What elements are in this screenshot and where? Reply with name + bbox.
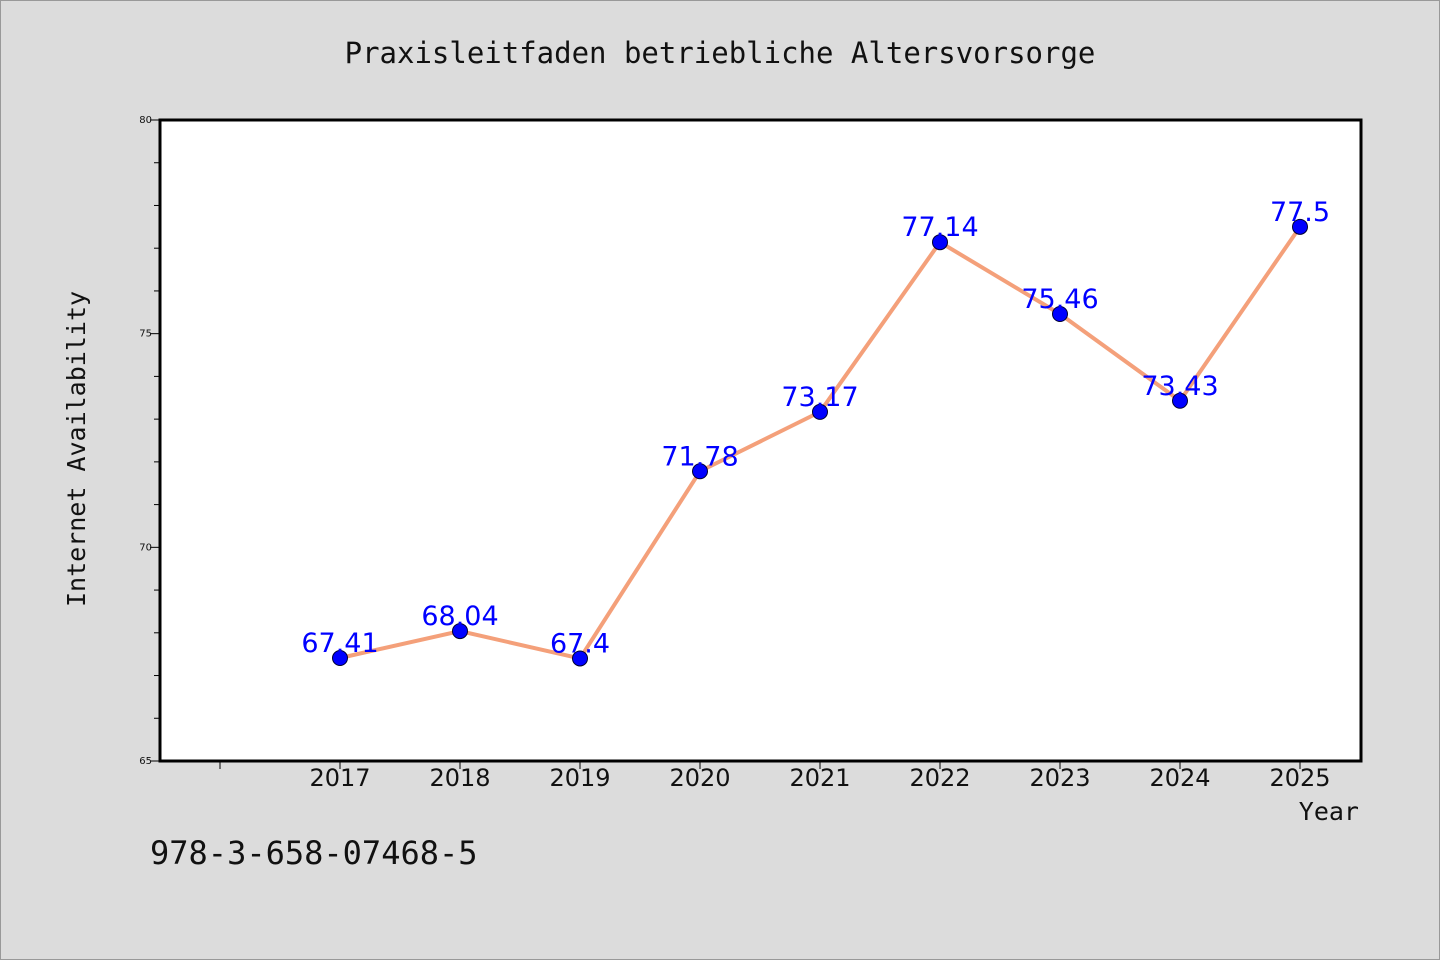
data-point <box>572 650 588 667</box>
data-label: 67.4 <box>550 628 610 659</box>
data-label: 73.17 <box>781 382 858 413</box>
isbn-footer: 978-3-658-07468-5 <box>150 834 478 872</box>
y-tick-label: 75 <box>139 329 152 340</box>
chart-title: Praxisleitfaden betriebliche Altersvorso… <box>345 36 1096 70</box>
data-label: 77.14 <box>901 212 978 243</box>
x-tick-label: 2018 <box>429 764 490 792</box>
data-point <box>332 650 348 667</box>
x-tick-label: 2025 <box>1269 764 1330 792</box>
y-axis-label: Internet Availability <box>62 291 91 607</box>
series-layer: 67.41 68.04 67.4 71.78 73.17 77.14 75.46 73.43 7… <box>301 197 1330 667</box>
data-label: 73.43 <box>1141 371 1218 402</box>
data-point <box>1292 218 1308 235</box>
x-tick-label: 2019 <box>549 764 610 792</box>
data-point <box>1052 306 1068 323</box>
data-label: 68.04 <box>421 601 498 632</box>
y-tick-label: 80 <box>139 115 152 126</box>
x-tick-label: 2021 <box>789 764 850 792</box>
x-tick-label: 2022 <box>909 764 970 792</box>
x-tick-label: 2024 <box>1149 764 1210 792</box>
x-tick-label: 2020 <box>669 764 730 792</box>
data-point <box>692 463 708 480</box>
data-point <box>932 234 948 251</box>
y-axis: 65 70 75 80 <box>139 115 160 767</box>
data-label: 67.41 <box>301 628 378 659</box>
x-tick-label: 2023 <box>1029 764 1090 792</box>
x-axis-label: Year <box>1299 797 1359 826</box>
data-label: 71.78 <box>661 441 738 472</box>
y-tick-label: 65 <box>139 756 152 767</box>
data-point <box>452 623 468 640</box>
data-label: 75.46 <box>1021 284 1098 315</box>
data-point <box>1172 392 1188 409</box>
data-label: 77.5 <box>1270 197 1330 228</box>
y-tick-label: 70 <box>139 542 152 553</box>
data-point <box>812 403 828 420</box>
x-axis: 2017 2018 2019 2020 2021 2022 2023 2024 2025 <box>219 761 1331 792</box>
x-tick-label: 2017 <box>309 764 370 792</box>
